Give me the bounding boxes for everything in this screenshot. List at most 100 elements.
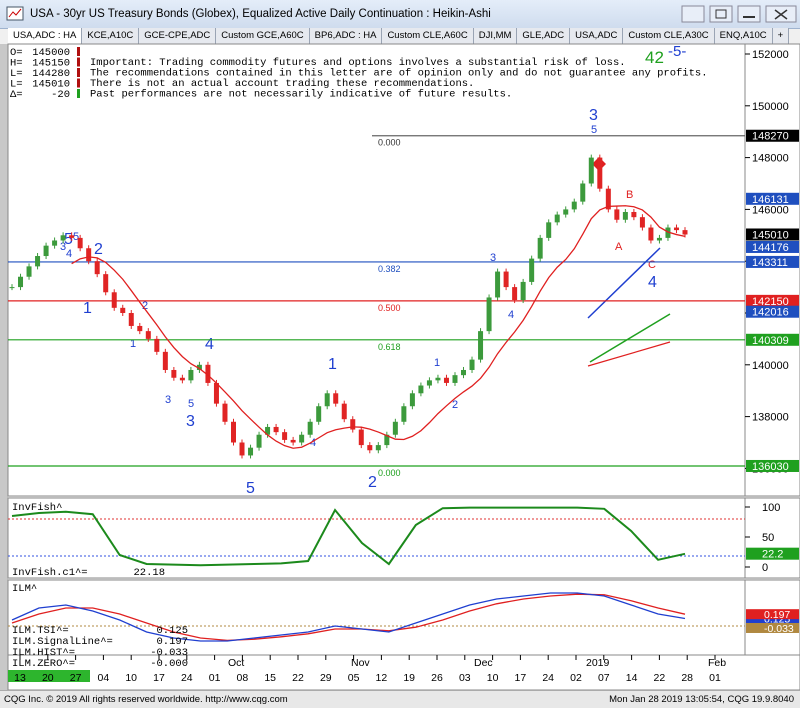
candle-body [367,445,373,451]
invfish-axis [744,497,800,579]
wave-label: A [615,241,623,253]
day-label: 03 [459,672,471,684]
candle-body [529,258,535,282]
disclaimer: Past performances are not necessarily in… [90,89,512,101]
candle-body [588,157,594,184]
day-label: 24 [542,672,554,684]
tab[interactable]: BP6,ADC : HA [309,28,383,44]
day-label: 19 [403,672,415,684]
scroll-thumb[interactable] [8,670,90,682]
tab[interactable]: GLE,ADC [517,28,571,44]
month-label: 2019 [586,657,610,669]
ilm-panel [7,579,746,656]
month-label: Feb [708,657,726,669]
last-value-box [746,609,799,620]
corner-note: -5- [668,43,686,60]
wave-label: 3 [589,107,598,124]
y-tick-label: 138000 [752,412,789,424]
quote-bar [77,68,80,77]
day-label: 13 [14,672,26,684]
quote-value: 145150 [32,58,70,70]
trend-line [587,341,671,367]
tab[interactable]: + [772,28,790,44]
day-label: 15 [264,672,276,684]
readout-value: -0.000 [150,658,188,670]
tab[interactable]: Custom CLE,A30C [623,28,715,44]
quote-label: O= [10,47,23,59]
readout-value: 22.18 [133,567,165,579]
month-label: Dec [474,657,493,669]
ilm-tsi [11,592,686,642]
tab[interactable]: GCE-CPE,ADC [139,28,217,44]
candle-body [299,434,305,443]
candle-body [622,211,628,220]
candle-body [94,261,100,275]
quote-label: L= [10,79,23,91]
last-value-box [746,547,799,560]
y-tick-label: 152000 [752,49,789,61]
day-label: 05 [348,672,360,684]
price-marker-label: 144176 [752,242,789,254]
wave-label: 3 [186,413,195,430]
tab[interactable]: Custom GCE,A60C [216,28,310,44]
candle-body [35,256,41,267]
readout-label: ILM.TSI^= [12,625,69,637]
candle-body [503,271,509,288]
candle-body [665,227,671,238]
y-tick-label: 146000 [752,204,789,216]
price-marker-label: 146131 [752,194,789,206]
wave-label: 1 [328,356,337,373]
wave-label: 3 [165,394,171,406]
tab[interactable]: KCE,A10C [82,28,140,44]
tab[interactable]: USA,ADC : HA [8,28,83,44]
price-marker [746,228,799,241]
disclaimer: The recommendations contained in this le… [90,68,708,80]
candle-body [290,439,296,443]
candle-body [273,426,279,433]
day-label: 02 [570,672,582,684]
quote-value: 145000 [32,47,70,59]
wave-labels: 5 2 1 4 3 5 1 2 3 4 3 5 4 2 1 3 5 4 1 2 … [60,107,657,497]
candle-body [86,248,92,262]
wave-label: 4 [310,437,316,449]
candle-body [554,214,560,223]
candle-body [9,287,15,289]
window-buttons[interactable] [680,4,800,24]
tab[interactable]: DJI,MM [473,28,518,44]
price-marker [746,305,799,318]
tab[interactable]: USA,ADC [570,28,624,44]
candle-body [256,434,262,448]
last-value: 0.197 [764,609,790,621]
candle-body [478,331,484,360]
candle-body [597,157,603,189]
day-label: 17 [153,672,165,684]
wave-label: 4 [508,309,514,321]
tab[interactable]: ENQ,A10C [714,28,773,44]
day-label: 10 [487,672,499,684]
candle-body [401,406,407,422]
candle-body [111,292,117,308]
ilm-signal [11,593,686,642]
readout-value: 0.197 [156,636,188,648]
day-label: 28 [681,672,693,684]
wave-label: 4 [66,248,72,260]
candle-body [563,209,569,215]
wave-label: B [626,189,633,201]
readout-value: 0.125 [156,625,188,637]
tab[interactable]: Custom CLE,A60C [382,28,474,44]
candle-body [265,426,271,435]
wave-label: 1 [83,300,92,317]
day-label: 20 [42,672,54,684]
day-label: 24 [181,672,193,684]
candle-body [673,227,679,231]
candle-body [571,201,577,210]
wave-label: 4 [205,336,214,353]
readout-label: ILM.SignalLine^= [12,636,113,648]
wave-label: 5 [73,231,79,243]
candle-body [452,375,458,383]
wave-label: 2 [94,241,103,258]
price-marker-label: 148270 [752,131,789,143]
price-marker-label: 142016 [752,307,789,319]
candle-body [418,385,424,394]
wave-label: 5 [591,124,597,136]
